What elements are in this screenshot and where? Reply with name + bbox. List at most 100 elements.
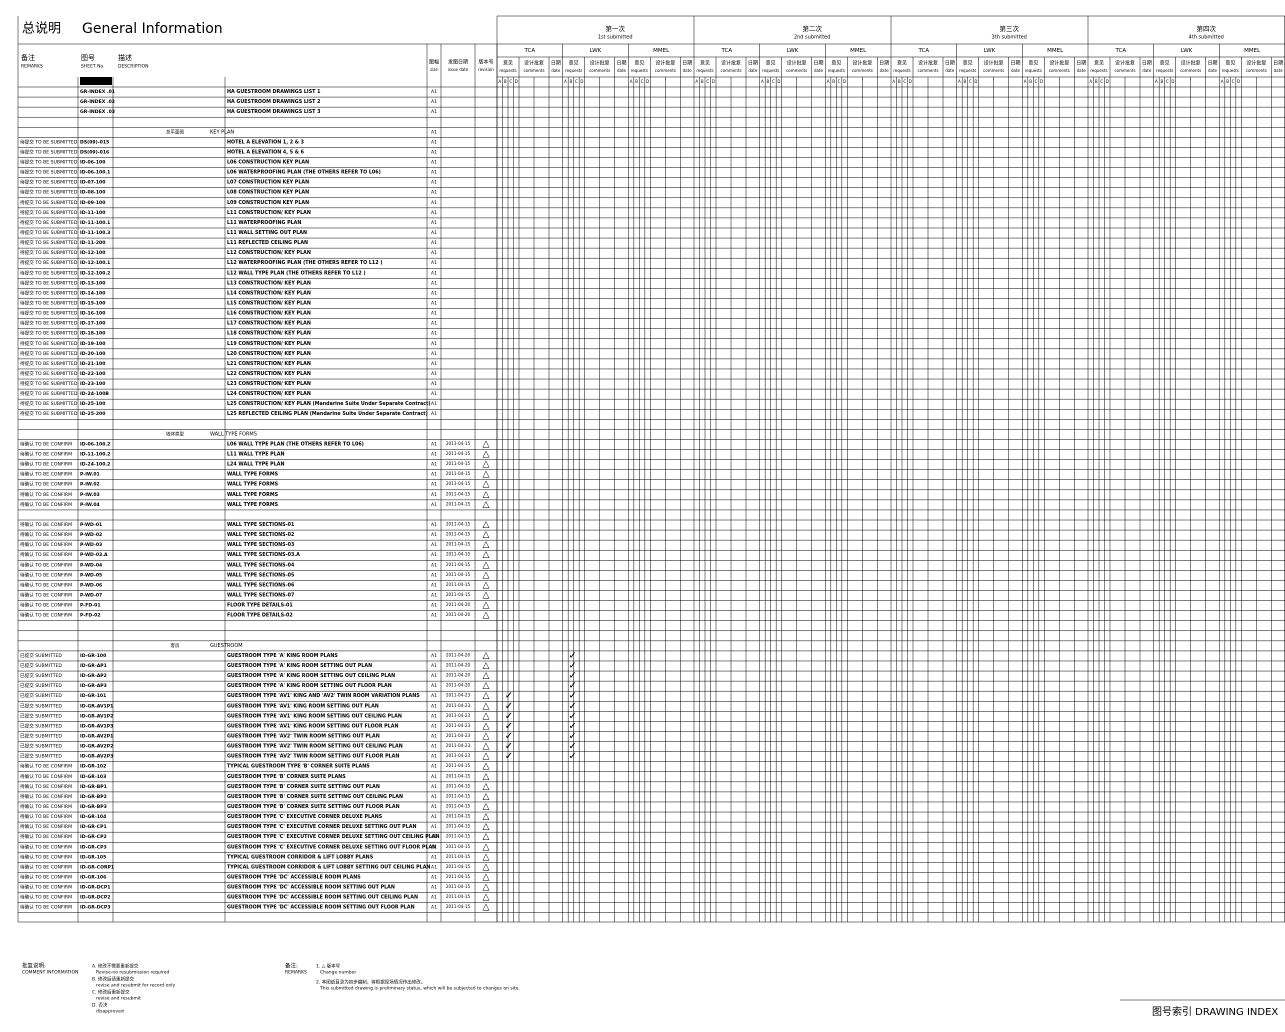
- revision: △: [483, 651, 490, 661]
- size: A1: [431, 764, 437, 770]
- revision: △: [483, 530, 490, 540]
- label: B: [832, 79, 835, 84]
- issue-date: 2011-04-15: [446, 874, 471, 879]
- label: 1st submitted: [598, 35, 633, 41]
- label: COMMENT INFORMATION: [22, 970, 78, 976]
- revision: △: [483, 731, 490, 741]
- label: A: [630, 79, 633, 84]
- revision: △: [483, 842, 490, 852]
- label: TCA: [918, 48, 930, 54]
- size: A1: [431, 844, 437, 850]
- label: D: [777, 79, 780, 84]
- remark: 已提交 SUBMITTED: [20, 702, 62, 709]
- label: date: [945, 68, 955, 73]
- revision: △: [483, 711, 490, 721]
- size: A1: [431, 391, 437, 397]
- remark: 待提交 TO BE SUBMITTED: [20, 340, 78, 347]
- lwk-check: ✓: [568, 671, 576, 682]
- size: A1: [431, 240, 437, 246]
- sheet-no: ID-25-100: [80, 401, 105, 407]
- description: GUESTROOM TYPE 'A' KING ROOM SETTING OUT…: [227, 683, 392, 689]
- size: A1: [431, 582, 437, 588]
- size: A1: [431, 411, 437, 417]
- label: B: [1095, 79, 1098, 84]
- remark: 待确认 TO BE CONFIRM: [20, 541, 72, 548]
- label: D: [1237, 79, 1240, 84]
- label: date: [1142, 68, 1152, 73]
- label: 设计批复: [655, 60, 675, 67]
- label: REMARKS: [285, 970, 307, 976]
- label: comments: [720, 68, 741, 73]
- size: A1: [431, 492, 437, 498]
- remark: 待确认 TO BE CONFIRM: [20, 451, 72, 458]
- label: A: [1155, 79, 1158, 84]
- size: A1: [431, 230, 437, 236]
- tca-check: ✓: [505, 691, 513, 702]
- label: comments: [523, 68, 544, 73]
- size: A1: [431, 300, 437, 306]
- sheet-no: ID-11-200: [80, 240, 105, 246]
- size: A1: [431, 190, 437, 196]
- description: GUESTROOM TYPE 'AV1' KING ROOM SETTING O…: [227, 703, 379, 709]
- size: A1: [431, 663, 437, 669]
- revision: △: [483, 580, 490, 590]
- label: date: [683, 68, 693, 73]
- label: 设计批复: [1246, 60, 1266, 67]
- label: comments: [589, 68, 610, 73]
- label: 日期: [1076, 61, 1086, 67]
- tca-check: ✓: [505, 721, 513, 732]
- sheet-no: ID-12-100: [80, 250, 105, 256]
- section: WALL TYPE FORMS: [210, 431, 257, 437]
- revision: △: [483, 742, 490, 752]
- remark: 已提交 SUBMITTED: [20, 652, 62, 659]
- description: HOTEL A ELEVATION 1, 2 & 3: [227, 139, 304, 145]
- revision: △: [483, 762, 490, 772]
- description: L20 CONSTRUCTION/ KEY PLAN: [227, 351, 311, 357]
- label: 意见: [1225, 60, 1235, 67]
- revision: △: [483, 439, 490, 449]
- label: C: [706, 79, 709, 84]
- label: TCA: [1115, 48, 1127, 54]
- issue-date: 2011-04-15: [446, 582, 471, 587]
- lwk-check: ✓: [568, 691, 576, 702]
- remark: 待提交 TO BE SUBMITTED: [20, 138, 78, 145]
- label: D: [1171, 79, 1174, 84]
- size: A1: [431, 99, 437, 105]
- sheet-no: ID-GR-DCP1: [80, 885, 110, 891]
- remark: 已提交 SUBMITTED: [20, 732, 62, 739]
- label: C: [1166, 79, 1169, 84]
- description: L21 CONSTRUCTION/ KEY PLAN: [227, 361, 311, 367]
- label: 日期: [551, 61, 561, 67]
- label: A: [564, 79, 567, 84]
- label: 2. 本图纸目录为初步编制，将根据现场情况作出修改。: [316, 979, 425, 986]
- description: L14 CONSTRUCTION/ KEY PLAN: [227, 290, 311, 296]
- label: 意见: [503, 60, 513, 67]
- remark: 待提交 TO BE SUBMITTED: [20, 380, 78, 387]
- size: A1: [431, 784, 437, 790]
- remark: 待确认 TO BE CONFIRM: [20, 773, 72, 780]
- label: A. 修改不需要重新提交: [92, 963, 139, 970]
- description: TYPICAL GUESTROOM CORRIDOR & LIFT LOBBY …: [227, 864, 430, 870]
- description: L09 CONSTRUCTION KEY PLAN: [227, 200, 309, 206]
- description: L06 WALL TYPE PLAN (THE OTHERS REFER TO …: [227, 441, 364, 447]
- size: A1: [431, 129, 437, 135]
- remark: 待确认 TO BE CONFIRM: [20, 581, 72, 588]
- size: A1: [431, 562, 437, 568]
- remark: 待确认 TO BE CONFIRM: [20, 833, 72, 840]
- size: A1: [431, 683, 437, 689]
- label: 意见: [831, 60, 841, 67]
- label: 第二次: [802, 24, 822, 33]
- remark: 待确认 TO BE CONFIRM: [20, 843, 72, 850]
- issue-date: 2011-04-15: [446, 491, 471, 496]
- label: 1. △ 版本号: [316, 963, 341, 970]
- remark: 待确认 TO BE CONFIRM: [20, 823, 72, 830]
- issue-date: 2011-04-15: [446, 592, 471, 597]
- label: D: [843, 79, 846, 84]
- sheet-no: ID-GR-105: [80, 854, 106, 860]
- description: L07 CONSTRUCTION KEY PLAN: [227, 180, 309, 186]
- label: LWK: [1181, 48, 1193, 54]
- sheet-no: P-FD-02: [80, 613, 101, 619]
- sheet-no: ID-GR-AP2: [80, 673, 107, 679]
- description: HA GUESTROOM DRAWINGS LIST 3: [227, 109, 320, 115]
- sheet-no: ID-17-100: [80, 321, 105, 327]
